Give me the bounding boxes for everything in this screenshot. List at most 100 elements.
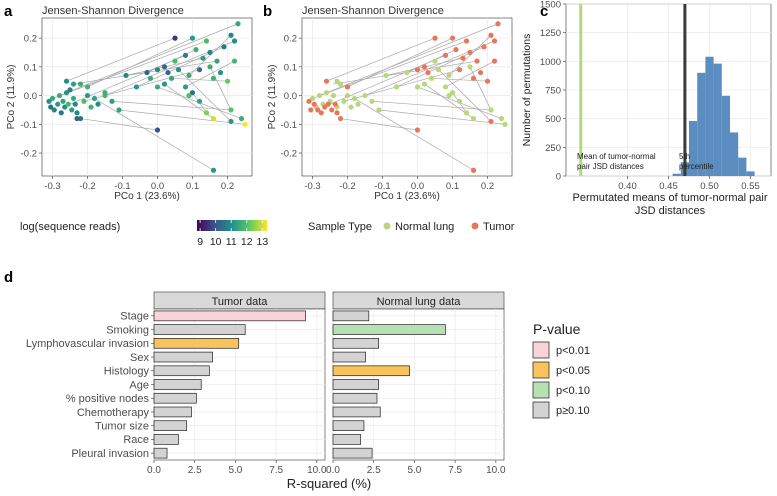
tumor-point bbox=[456, 67, 463, 73]
r-squared-bar bbox=[153, 365, 210, 377]
panel-d-bar-marks bbox=[153, 310, 446, 459]
r-squared-bar bbox=[153, 379, 202, 390]
r-squared-bar bbox=[332, 351, 366, 363]
data-point bbox=[186, 92, 192, 99]
normal-lung-point bbox=[344, 92, 351, 99]
tick-label-x: -0.1 bbox=[374, 181, 390, 192]
category-label: Lymphovascular invasion bbox=[26, 338, 149, 350]
tumor-point bbox=[460, 55, 466, 61]
panel-a-scatter: Jensen-Shannon Divergence -0.3 -0.2 -0.1 0.… bbox=[6, 5, 268, 248]
pair-segment bbox=[209, 66, 232, 111]
tumor-point bbox=[470, 167, 477, 173]
data-point bbox=[48, 104, 54, 110]
category-label: Stage bbox=[120, 311, 149, 323]
data-point bbox=[235, 21, 241, 27]
data-point bbox=[231, 58, 238, 64]
panel-c-xlabel-line2: JSD distances bbox=[635, 205, 706, 217]
tick-label-x: 5.0 bbox=[228, 465, 242, 476]
tick-label-x: 0.1 bbox=[446, 181, 459, 192]
facet-title-tumor: Tumor data bbox=[212, 296, 269, 308]
tick-label-x: 0.0 bbox=[326, 465, 340, 476]
normal-lung-point bbox=[435, 67, 442, 73]
pvalue-legend-label: p≥0.10 bbox=[556, 405, 590, 417]
tick-label-x: 0.45 bbox=[659, 181, 678, 192]
normal-lung-point bbox=[337, 81, 344, 87]
histogram-bar bbox=[672, 173, 681, 176]
normal-lung-point bbox=[316, 92, 323, 99]
normal-lung-point bbox=[498, 115, 505, 122]
r-squared-bar bbox=[332, 310, 370, 322]
pair-segment bbox=[94, 98, 214, 171]
category-label: Smoking bbox=[106, 324, 149, 336]
histogram-bar bbox=[730, 132, 739, 176]
tick-label-y: 0.2 bbox=[24, 34, 37, 45]
data-point bbox=[200, 55, 206, 61]
category-label: % positive nodes bbox=[66, 393, 150, 405]
data-point bbox=[69, 107, 75, 113]
tick-label-y: -0.2 bbox=[281, 149, 297, 160]
data-point bbox=[203, 110, 210, 116]
panel-label-a: a bbox=[4, 3, 13, 20]
tumor-point bbox=[323, 78, 330, 84]
tumor-point bbox=[329, 107, 335, 113]
colorbar-tick-label: 11 bbox=[226, 236, 237, 248]
category-label: Pleural invasion bbox=[71, 448, 149, 460]
legend-label-tumor: Tumor bbox=[483, 221, 515, 233]
data-point bbox=[72, 101, 78, 107]
normal-lung-point bbox=[463, 110, 470, 116]
tumor-point bbox=[488, 118, 494, 125]
data-point bbox=[189, 35, 196, 41]
panel-b-ticks: -0.3 -0.2 -0.1 0.0 0.1 0.2 -0.2 -0.1 0.0 0.1 0.2 bbox=[281, 34, 494, 192]
data-point bbox=[88, 104, 94, 110]
tumor-point bbox=[491, 58, 498, 64]
tick-label-x: 0.40 bbox=[618, 181, 637, 192]
tumor-point bbox=[344, 84, 351, 90]
tumor-point bbox=[495, 21, 501, 27]
data-point bbox=[238, 115, 245, 122]
data-point bbox=[182, 52, 189, 58]
tumor-point bbox=[474, 58, 480, 64]
tick-label-y: -0.1 bbox=[21, 120, 37, 131]
tick-label-x: 0.0 bbox=[151, 181, 164, 192]
panel-b-points bbox=[306, 21, 508, 173]
pvalue-legend-key bbox=[532, 381, 550, 399]
pair-segment bbox=[445, 60, 495, 88]
data-point bbox=[55, 101, 61, 107]
tumor-point bbox=[325, 101, 331, 107]
pvalue-legend: p<0.01 p<0.05 p<0.10 p≥0.10 bbox=[532, 341, 590, 419]
data-point bbox=[175, 67, 182, 73]
tumor-point bbox=[449, 35, 456, 41]
tick-label-x: -0.2 bbox=[339, 181, 355, 192]
pair-segment bbox=[185, 60, 235, 88]
data-point bbox=[123, 72, 129, 79]
colorbar-title: log(sequence reads) bbox=[20, 221, 120, 233]
data-point bbox=[154, 127, 161, 133]
normal-lung-point bbox=[362, 92, 368, 99]
pair-segment bbox=[326, 37, 436, 82]
category-label: Age bbox=[129, 379, 149, 391]
r-squared-bar bbox=[153, 324, 246, 335]
tick-label-y: 0.2 bbox=[284, 34, 297, 45]
data-point bbox=[63, 78, 70, 84]
panel-a-points bbox=[46, 21, 248, 173]
panel-label-c: c bbox=[540, 3, 548, 20]
r-squared-bar bbox=[332, 406, 381, 418]
pvalue-legend-key bbox=[532, 361, 550, 379]
data-point bbox=[228, 32, 234, 38]
panel-b-scatter: Jensen-Shannon Divergence -0.3 -0.2 -0.1 0.… bbox=[267, 5, 515, 233]
pvalue-legend-key bbox=[532, 341, 550, 359]
tick-label-x: -0.3 bbox=[304, 181, 320, 192]
tumor-point bbox=[308, 107, 314, 113]
r-squared-bar bbox=[332, 392, 378, 404]
data-point bbox=[210, 75, 217, 81]
tick-label-x: 10.0 bbox=[486, 465, 506, 476]
vline-label-percentile-line1: 5th bbox=[679, 152, 690, 161]
tumor-point bbox=[421, 64, 428, 70]
data-point bbox=[70, 95, 77, 102]
data-point bbox=[84, 92, 91, 99]
tumor-point bbox=[477, 69, 484, 76]
data-point bbox=[63, 90, 70, 96]
data-point bbox=[95, 101, 101, 107]
data-point bbox=[193, 47, 199, 53]
